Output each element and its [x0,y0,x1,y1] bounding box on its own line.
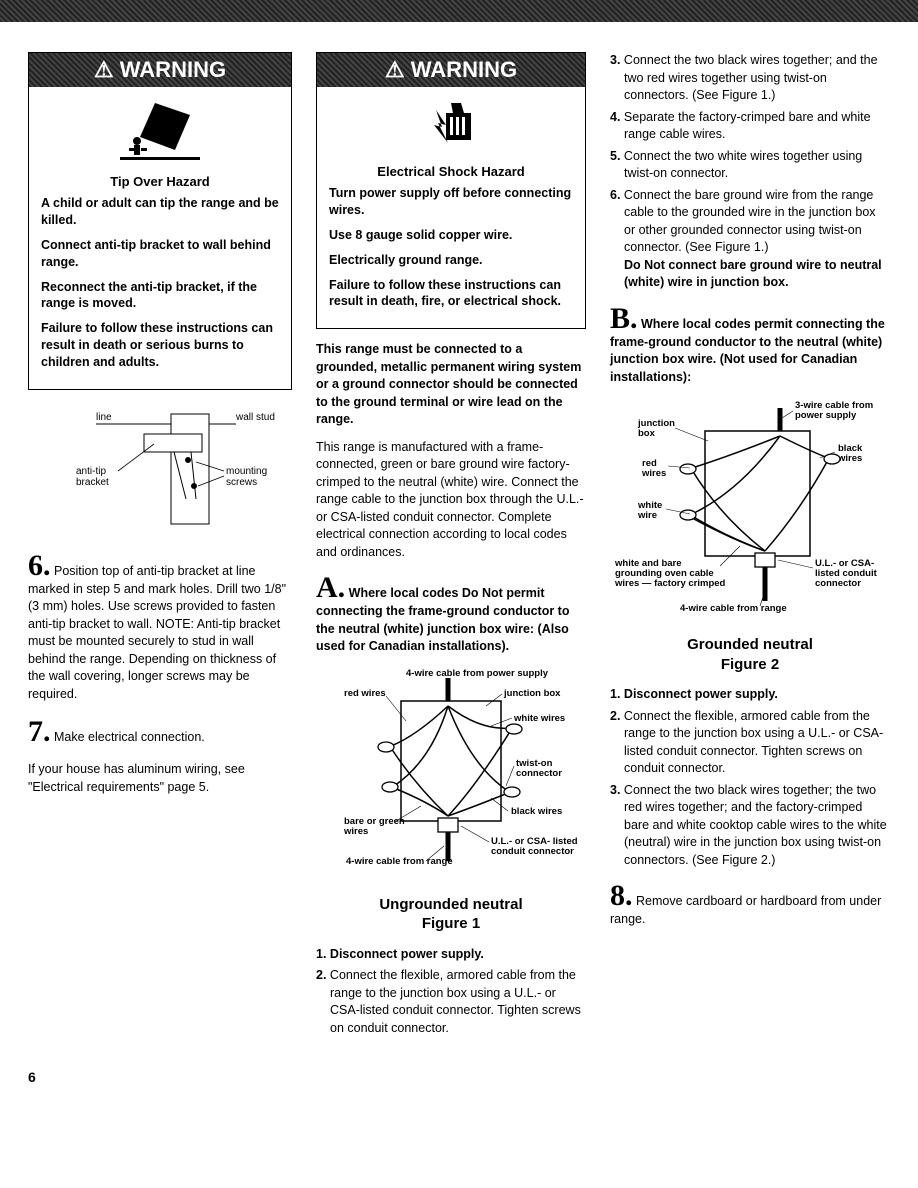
step-7: 7. Make electrical connection. [28,717,292,747]
column-2: ⚠ WARNING Electrical Shock Hazard Turn p… [316,52,586,1049]
svg-text:U.L.- or CSA-listed conduitcon: U.L.- or CSA-listed conduitconnector [815,558,878,589]
svg-text:whitewire: whitewire [637,500,662,521]
fig2-cap-line1: Grounded neutral [610,635,890,655]
step-A-letter: A. [316,571,345,604]
label-anti-tip: anti-tipbracket [76,466,109,488]
fig2-step-3: 3. Connect the two black wires together;… [624,782,890,870]
figure-1-diagram: 4-wire cable from power supply red wires… [316,666,586,889]
continue-steps-3-6: 3. Connect the two black wires together;… [610,52,890,292]
fig2-step-1: 1. Disconnect power supply. [624,686,890,704]
step-8-text: Remove cardboard or hardboard from under… [610,894,881,926]
warning2-p4: Failure to follow these instructions can… [329,277,573,311]
cont-step-3: 3. Connect the two black wires together;… [624,52,890,105]
figure-2-diagram: 3-wire cable frompower supply junctionbo… [610,396,890,629]
warning2-p3: Electrically ground range. [329,252,573,269]
warning2-p1: Turn power supply off before connecting … [329,185,573,219]
cont-step-5: 5. Connect the two white wires together … [624,148,890,183]
warning-p4: Failure to follow these instructions can… [41,320,279,371]
fig1-cap-line1: Ungrounded neutral [316,895,586,915]
step-B-text: Where local codes permit connecting the … [610,317,885,384]
figure-2-caption: Grounded neutral Figure 2 [610,635,890,674]
svg-text:3-wire cable frompower supply: 3-wire cable frompower supply [795,400,873,421]
step-7-text: Make electrical connection. [54,730,205,744]
warning-title: Tip Over Hazard [29,172,291,195]
svg-text:junction box: junction box [503,688,561,699]
warning-body: A child or adult can tip the range and b… [29,195,291,389]
svg-text:black wires: black wires [511,806,562,817]
ground-requirement: This range must be connected to a ground… [316,341,586,429]
step-8-number: 8. [610,879,633,912]
fig2-cap-line2: Figure 2 [610,655,890,675]
step-6-text: Position top of anti-tip bracket at line… [28,564,286,701]
label-mounting: mountingscrews [226,466,267,488]
fig2-step-2: 2. Connect the flexible, armored cable f… [624,708,890,778]
svg-text:twist-onconnector: twist-onconnector [516,758,562,779]
warning-p3: Reconnect the anti-tip bracket, if the r… [41,279,279,313]
step-A: A. Where local codes Do Not permit conne… [316,573,586,656]
page-content: ⚠ WARNING Tip Over Hazard A child or adu… [0,22,918,1069]
warning-tip-over: ⚠ WARNING Tip Over Hazard A child or adu… [28,52,292,390]
do-not-connect-warning: Do Not connect bare ground wire to neutr… [624,258,882,290]
step-8: 8. Remove cardboard or hardboard from un… [610,881,890,929]
svg-text:white and baregrounding oven c: white and baregrounding oven cablewires … [614,558,726,589]
warning2-p2: Use 8 gauge solid copper wire. [329,227,573,244]
page-number: 6 [0,1069,918,1097]
step-B-letter: B. [610,302,638,335]
warning-p1: A child or adult can tip the range and b… [41,195,279,229]
warning-p2: Connect anti-tip bracket to wall behind … [41,237,279,271]
svg-text:4-wire cable from power supply: 4-wire cable from power supply [406,668,549,679]
step-7-number: 7. [28,715,51,748]
anti-tip-bracket-diagram: line wall stud anti-tipbracket mountings… [36,404,292,537]
column-3: 3. Connect the two black wires together;… [610,52,890,1049]
figure-1-steps: 1. Disconnect power supply. 2. Connect t… [316,946,586,1038]
step-B: B. Where local codes permit connecting t… [610,304,890,387]
svg-text:4-wire cable from range: 4-wire cable from range [680,603,787,614]
step-6-number: 6. [28,549,51,582]
figure-1-caption: Ungrounded neutral Figure 1 [316,895,586,934]
shock-icon [317,87,585,162]
svg-text:U.L.- or CSA- listedconduit co: U.L.- or CSA- listedconduit connector [491,836,578,857]
cont-step-4: 4. Separate the factory-crimped bare and… [624,109,890,144]
fig1-cap-line2: Figure 1 [316,914,586,934]
column-1: ⚠ WARNING Tip Over Hazard A child or adu… [28,52,292,1049]
svg-text:junctionbox: junctionbox [637,418,675,439]
label-line: line [96,412,112,423]
ground-description: This range is manufactured with a frame-… [316,439,586,562]
top-bar [0,0,918,22]
cont-step-6: 6. Connect the bare ground wire from the… [624,187,890,292]
svg-text:redwires: redwires [641,458,666,479]
warning-header-2: ⚠ WARNING [317,53,585,87]
step-7-sub: If your house has aluminum wiring, see "… [28,761,292,796]
svg-text:white wires: white wires [513,713,565,724]
svg-text:4-wire cable from range: 4-wire cable from range [346,856,453,867]
warning-shock: ⚠ WARNING Electrical Shock Hazard Turn p… [316,52,586,329]
warning-header: ⚠ WARNING [29,53,291,87]
fig1-step-1: 1. Disconnect power supply. [330,946,586,964]
step-A-text: Where local codes Do Not permit connecti… [316,586,569,653]
svg-text:bare or greenwires: bare or greenwires [343,816,405,837]
tip-over-icon [29,87,291,172]
step-6: 6. Position top of anti-tip bracket at l… [28,551,292,704]
label-wall-stud: wall stud [235,412,275,423]
warning-title-2: Electrical Shock Hazard [317,162,585,185]
figure-2-steps: 1. Disconnect power supply. 2. Connect t… [610,686,890,869]
fig1-step-2: 2. Connect the flexible, armored cable f… [330,967,586,1037]
svg-text:blackwires: blackwires [837,443,863,464]
warning-body-2: Turn power supply off before connecting … [317,185,585,328]
svg-text:red wires: red wires [344,688,386,699]
